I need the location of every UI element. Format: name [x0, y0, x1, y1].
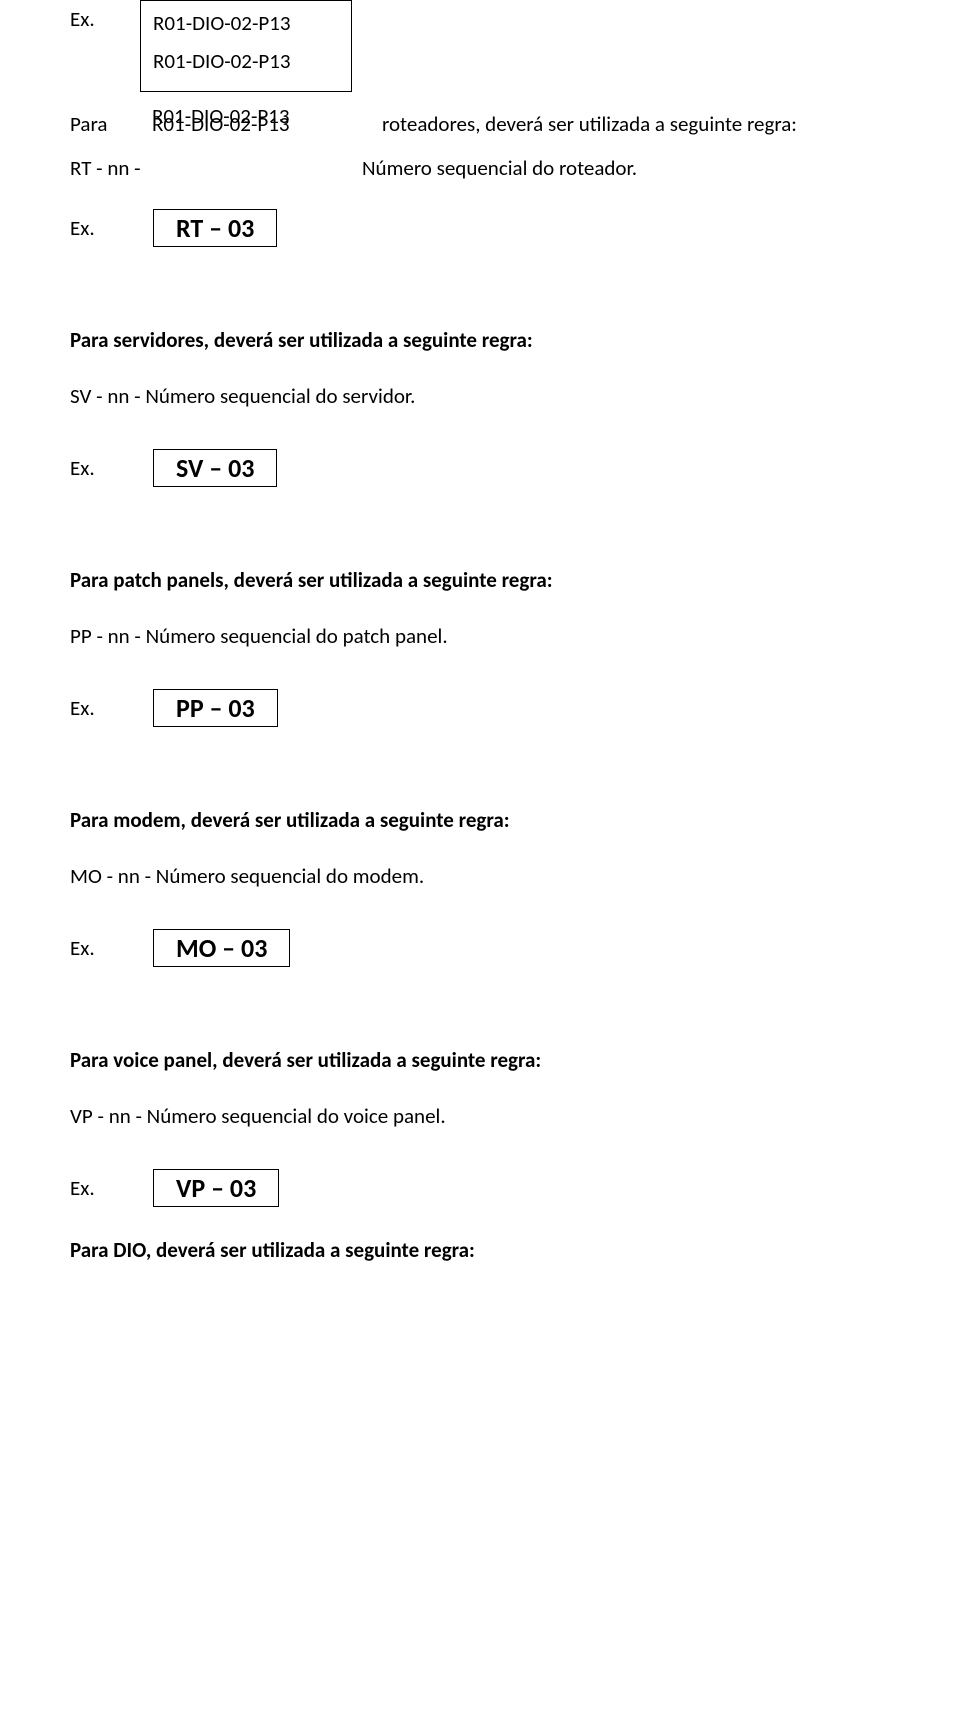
modem-title: Para modem, deverá ser utilizada a segui… — [70, 807, 890, 833]
section-dio: Para DIO, deverá ser utilizada a seguint… — [70, 1237, 890, 1263]
rt-right: Número sequencial do roteador. — [362, 155, 637, 181]
section-modem: Para modem, deverá ser utilizada a segui… — [70, 807, 890, 967]
patch-title: Para patch panels, deverá ser utilizada … — [70, 567, 890, 593]
code-box: R01-DIO-02-P13 R01-DIO-02-P13 — [140, 0, 352, 92]
section-patch: Para patch panels, deverá ser utilizada … — [70, 567, 890, 727]
modem-rule: MO - nn - Número sequencial do modem. — [70, 863, 890, 889]
rt-label-box: RT – 03 — [153, 209, 277, 247]
servidores-example: Ex. SV – 03 — [70, 449, 890, 487]
patch-rule: PP - nn - Número sequencial do patch pan… — [70, 623, 890, 649]
voice-title: Para voice panel, deverá ser utilizada a… — [70, 1047, 890, 1073]
voice-rule: VP - nn - Número sequencial do voice pan… — [70, 1103, 890, 1129]
ex-label-top: Ex. — [70, 0, 140, 32]
para-router-row: Para R01-DIO-02-P13 roteadores, deverá s… — [70, 111, 890, 137]
ex-label: Ex. — [70, 695, 145, 721]
mo-label-box: MO – 03 — [153, 929, 290, 967]
page: Ex. R01-DIO-02-P13 R01-DIO-02-P13 R01-DI… — [0, 0, 960, 1303]
router-rule-text: roteadores, deverá ser utilizada a segui… — [362, 111, 797, 137]
code-line: R01-DIO-02-P13 — [153, 5, 339, 43]
voice-example: Ex. VP – 03 — [70, 1169, 890, 1207]
ex-label: Ex. — [70, 215, 145, 241]
para-label: Para — [70, 111, 140, 137]
sv-label-box: SV – 03 — [153, 449, 277, 487]
pp-label-box: PP – 03 — [153, 689, 278, 727]
rt-example: Ex. RT – 03 — [70, 209, 890, 247]
servidores-rule: SV - nn - Número sequencial do servidor. — [70, 383, 890, 409]
section-servidores: Para servidores, deverá ser utilizada a … — [70, 327, 890, 487]
modem-example: Ex. MO – 03 — [70, 929, 890, 967]
servidores-title: Para servidores, deverá ser utilizada a … — [70, 327, 890, 353]
code-line: R01-DIO-02-P13 — [153, 43, 339, 81]
section-voice: Para voice panel, deverá ser utilizada a… — [70, 1047, 890, 1207]
dio-title: Para DIO, deverá ser utilizada a seguint… — [70, 1237, 890, 1263]
vp-label-box: VP – 03 — [153, 1169, 279, 1207]
code-line-4: R01-DIO-02-P13 — [140, 111, 362, 137]
rt-left: RT - nn - — [70, 155, 362, 181]
ex-label: Ex. — [70, 455, 145, 481]
rt-rule-row: RT - nn - Número sequencial do roteador. — [70, 155, 890, 181]
ex-label: Ex. — [70, 935, 145, 961]
patch-example: Ex. PP – 03 — [70, 689, 890, 727]
ex-label: Ex. — [70, 1175, 145, 1201]
